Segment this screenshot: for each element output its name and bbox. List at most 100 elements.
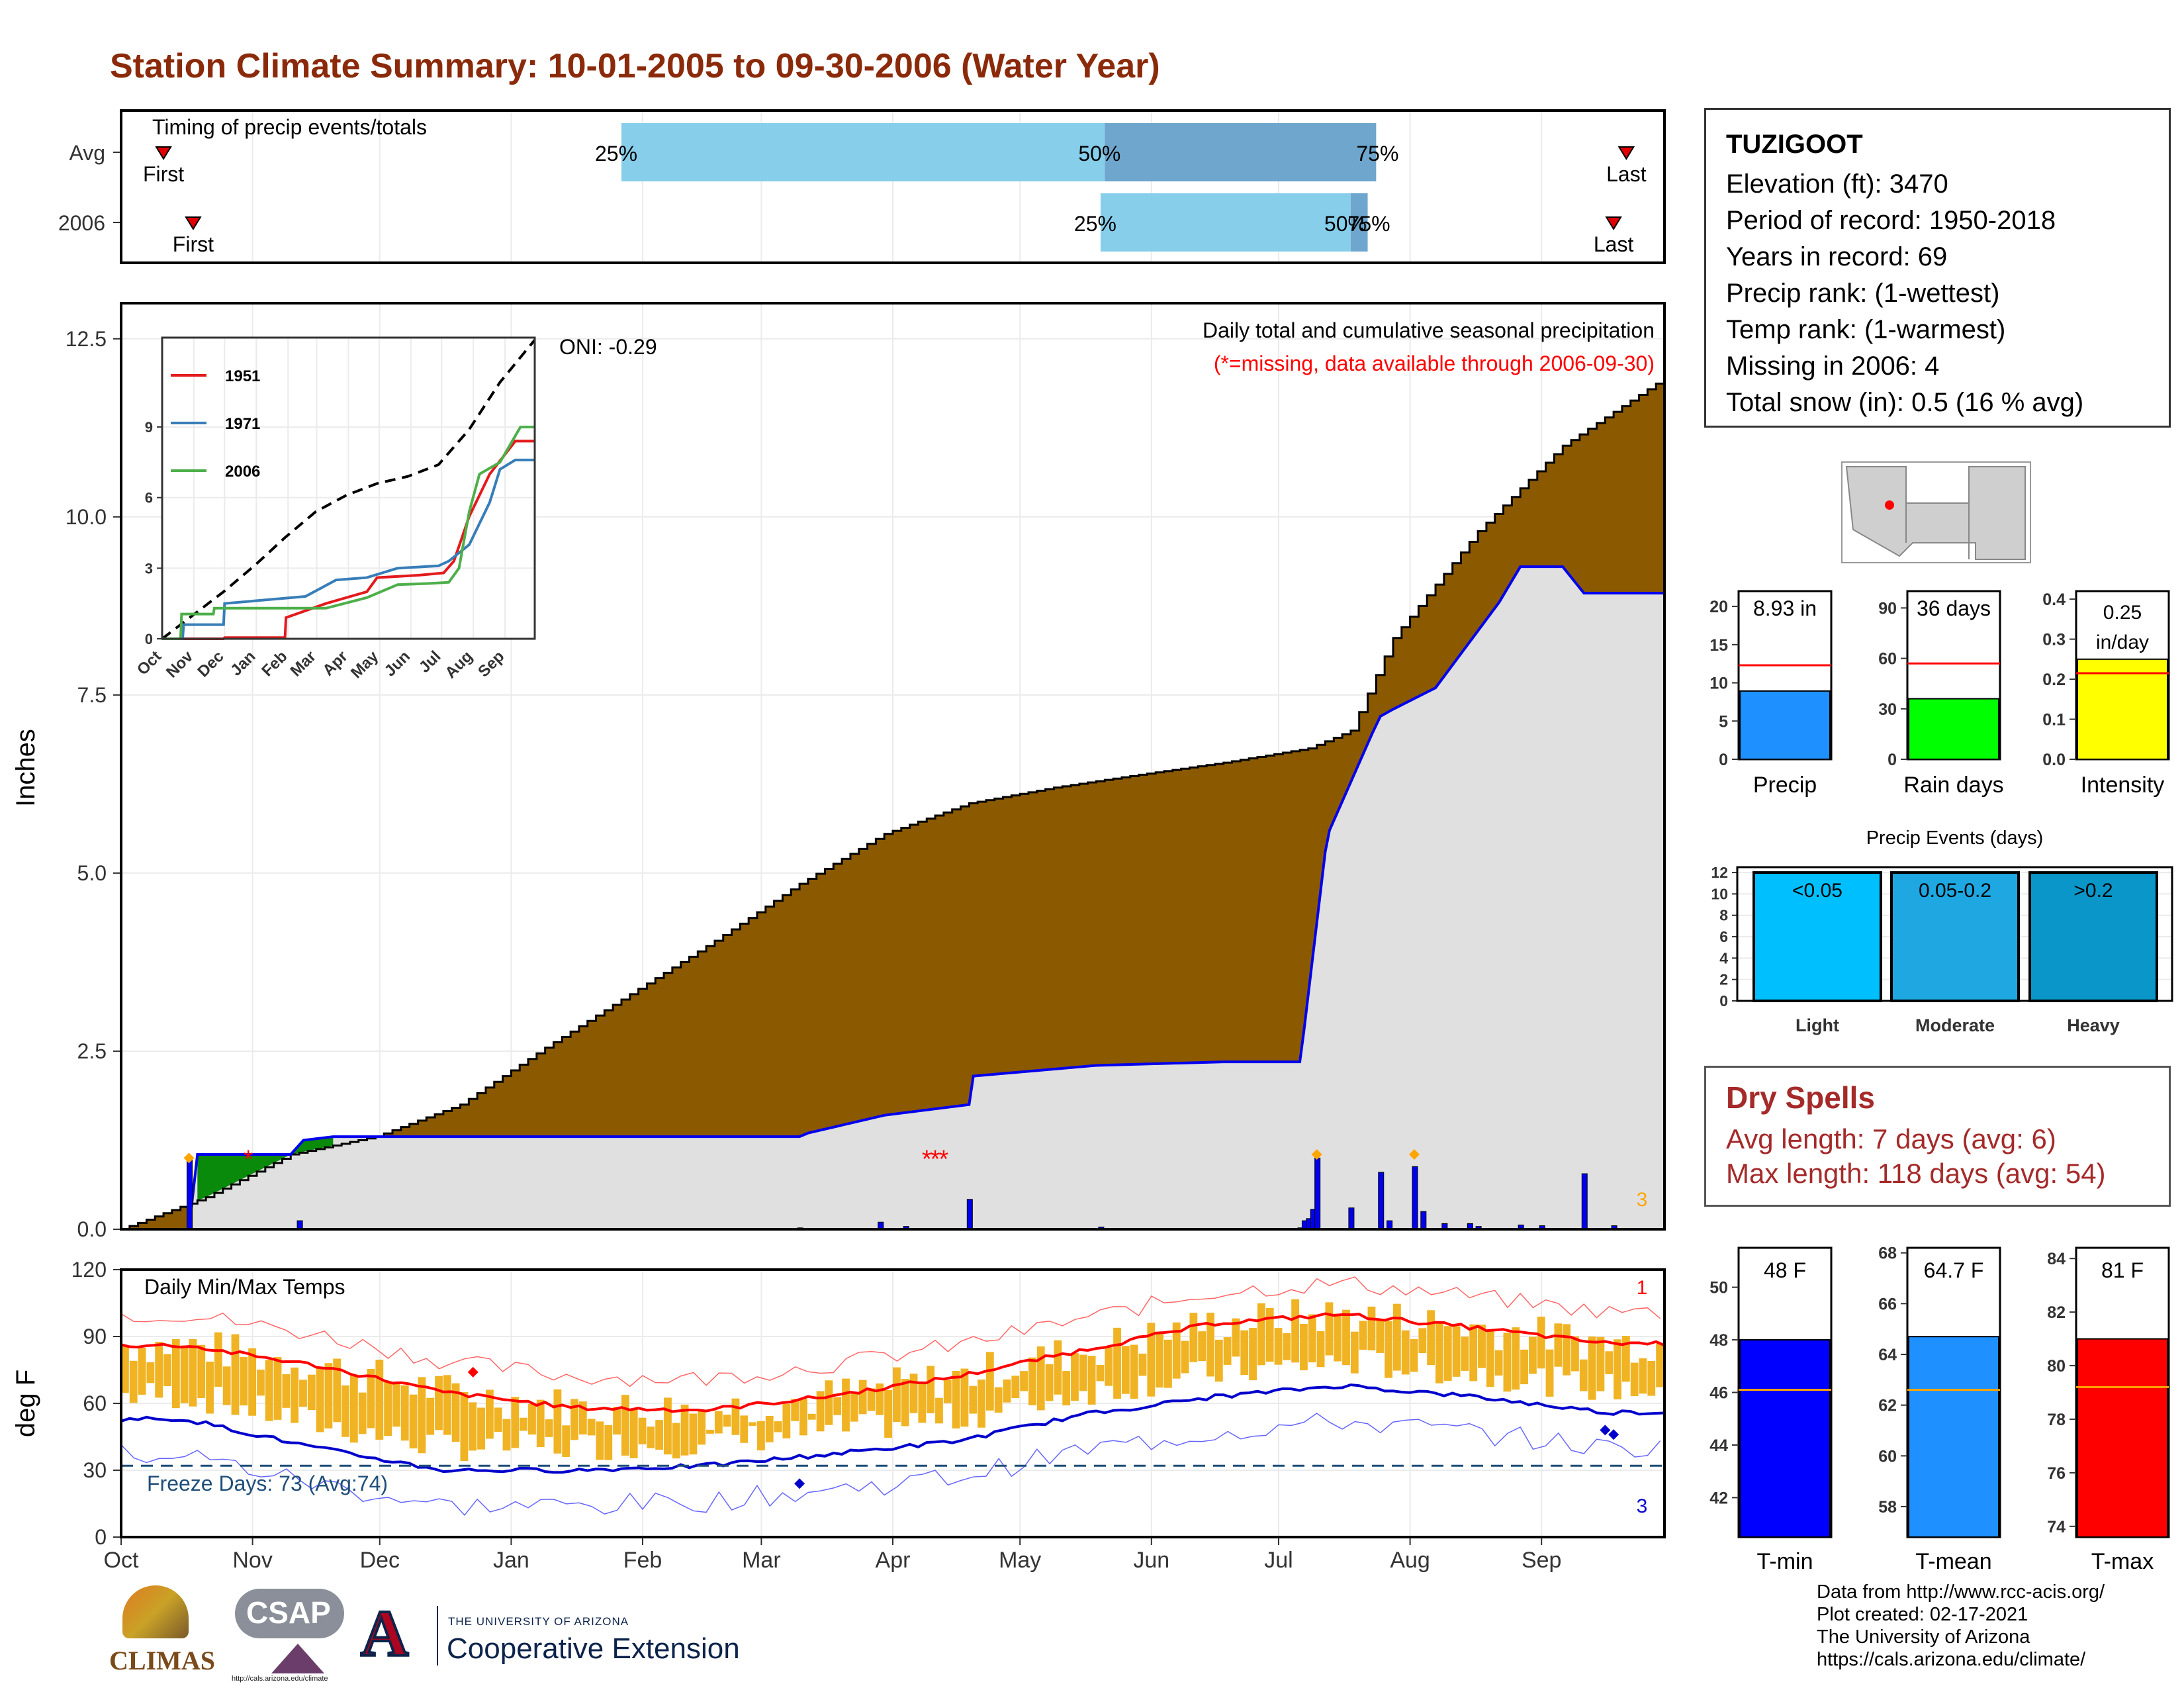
precip-events-title: Precip Events (days) (1866, 827, 2044, 849)
temp-summary-ytick-label-0-3: 48 (1709, 1331, 1728, 1350)
daily-temp-bar (613, 1407, 621, 1435)
timing-last-marker-0 (1617, 146, 1635, 160)
daily-precip-bar-13 (1348, 1207, 1355, 1230)
temp-summary-ytick-label-2-3: 80 (2047, 1357, 2066, 1376)
daily-temp-bar (807, 1413, 816, 1420)
summary-ytick-label-0-1: 5 (1719, 712, 1728, 731)
daily-temp-bar (1359, 1321, 1367, 1350)
timing-first-label-0: First (143, 162, 184, 186)
temp-summary-ytick-label-1-5: 68 (1878, 1244, 1897, 1263)
timing-first-marker-1 (185, 216, 202, 230)
month-label-May: May (999, 1548, 1041, 1573)
timing-row-label-0: Avg (69, 141, 105, 165)
daily-temp-bar (1563, 1324, 1571, 1376)
daily-temp-bar (680, 1404, 689, 1456)
daily-temp-bar (1214, 1339, 1223, 1382)
temp-summary-ytick-label-2-1: 76 (2047, 1464, 2066, 1483)
dry-spells-max: Max length: 118 days (avg: 54) (1726, 1158, 2106, 1189)
timing-title: Timing of precip events/totals (152, 115, 427, 139)
temp-summary-ytick-label-2-0: 74 (2047, 1518, 2066, 1536)
daily-temp-bar (451, 1383, 460, 1442)
daily-temp-bar (1045, 1364, 1054, 1401)
station-precip-rank: Precip rank: (1-wettest) (1726, 279, 2000, 308)
station-period: Period of record: 1950-2018 (1726, 206, 2056, 235)
csap-mountain-icon (271, 1644, 324, 1673)
daily-temp-bar (248, 1348, 257, 1416)
summary-ytick-label-2-4: 0.4 (2042, 590, 2066, 609)
precip-header: Daily total and cumulative seasonal prec… (1203, 318, 1655, 342)
temp-summary-ytick-label-1-4: 66 (1878, 1295, 1897, 1313)
daily-temp-bar (756, 1421, 765, 1451)
daily-temp-bar (189, 1339, 197, 1407)
footer-credits: Data from http://www.rcc-acis.org/ Plot … (1817, 1581, 2105, 1671)
footer-url: https://cals.arizona.edu/climate/ (1817, 1649, 2086, 1670)
timing-last-label-1: Last (1594, 232, 1634, 256)
daily-temp-bar (893, 1367, 901, 1423)
summary-bar-0 (1739, 690, 1831, 760)
daily-temp-bar (1096, 1364, 1105, 1382)
precip-event-marker-0 (183, 1152, 195, 1164)
daily-temp-bar (1621, 1336, 1630, 1382)
temp-record-high-line (120, 1276, 1661, 1387)
daily-temp-bar (1071, 1353, 1079, 1401)
daily-temp-bar (197, 1344, 206, 1399)
timing-bar-25-50-0 (621, 123, 1105, 181)
station-name: TUZIGOOT (1726, 130, 1863, 159)
summary-ytick-label-0-2: 10 (1709, 675, 1728, 693)
daily-temp-bar (502, 1419, 511, 1451)
daily-temp-bar (1308, 1314, 1316, 1363)
daily-temp-bar (1401, 1330, 1410, 1375)
temp-summary-ytick-label-1-1: 60 (1878, 1447, 1897, 1466)
temp-avg-min-line (120, 1383, 1665, 1474)
daily-temp-bar (1588, 1336, 1596, 1400)
daily-temp-bar (1232, 1318, 1240, 1357)
station-temp-rank: Temp rank: (1-warmest) (1726, 315, 2006, 344)
daily-temp-bar (121, 1346, 129, 1393)
station-elevation: Elevation (ft): 3470 (1726, 169, 1948, 199)
daily-temp-bar (1427, 1310, 1435, 1366)
daily-temp-bar (1350, 1331, 1359, 1374)
daily-temp-bar (1316, 1331, 1325, 1368)
daily-temp-bar (1054, 1340, 1062, 1395)
daily-temp-bar (528, 1404, 536, 1435)
daily-temp-bar (960, 1368, 969, 1427)
csap-logo: CSAP http://cals.arizona.edu/climate (232, 1585, 351, 1685)
daily-temp-bar (435, 1376, 443, 1430)
daily-temp-bar (494, 1407, 502, 1432)
ua-logo: A THE UNIVERSITY OF ARIZONA Cooperative … (359, 1595, 745, 1673)
daily-temp-bar (927, 1366, 935, 1413)
temp-summary-ytick-label-2-2: 78 (2047, 1411, 2066, 1429)
daily-temp-bar (214, 1332, 222, 1387)
daily-temp-bar (469, 1402, 477, 1451)
month-label-Mar: Mar (742, 1548, 781, 1573)
inset-average-line (161, 339, 536, 640)
daily-temp-bar (935, 1397, 943, 1424)
daily-temp-bar (901, 1379, 909, 1427)
daily-temp-bar (858, 1380, 867, 1415)
daily-temp-bar (774, 1421, 782, 1432)
month-label-Feb: Feb (623, 1548, 662, 1573)
daily-precip-bar-12 (1314, 1157, 1321, 1230)
daily-temp-bar (698, 1411, 706, 1445)
precip-events-ytick-label-0: 0 (1719, 992, 1728, 1009)
daily-temp-bar (1392, 1303, 1401, 1371)
inset-ytick-label-0: 0 (145, 631, 153, 647)
daily-temp-bar (1367, 1306, 1376, 1350)
precip-ytick-label-1: 2.5 (77, 1039, 107, 1063)
month-label-Jul: Jul (1264, 1548, 1293, 1573)
daily-temp-bar (1249, 1328, 1257, 1381)
temp-summary-xlabel-2: T-max (2091, 1549, 2154, 1574)
precip-panel-frame (120, 302, 1666, 1231)
daily-temp-bar (1011, 1376, 1020, 1399)
month-label-Sep: Sep (1522, 1548, 1562, 1573)
timing-row-label-1: 2006 (58, 211, 105, 235)
month-label-Jan: Jan (493, 1548, 529, 1573)
temp-record-marker-2 (1600, 1425, 1611, 1436)
daily-temp-bar (596, 1421, 604, 1460)
daily-temp-bar (265, 1360, 273, 1421)
temp-summary-ytick-label-2-5: 84 (2047, 1250, 2066, 1268)
daily-temp-bar (1503, 1333, 1512, 1392)
timing-last-marker-1 (1605, 216, 1622, 230)
temp-bottom-count: 3 (1637, 1495, 1648, 1517)
